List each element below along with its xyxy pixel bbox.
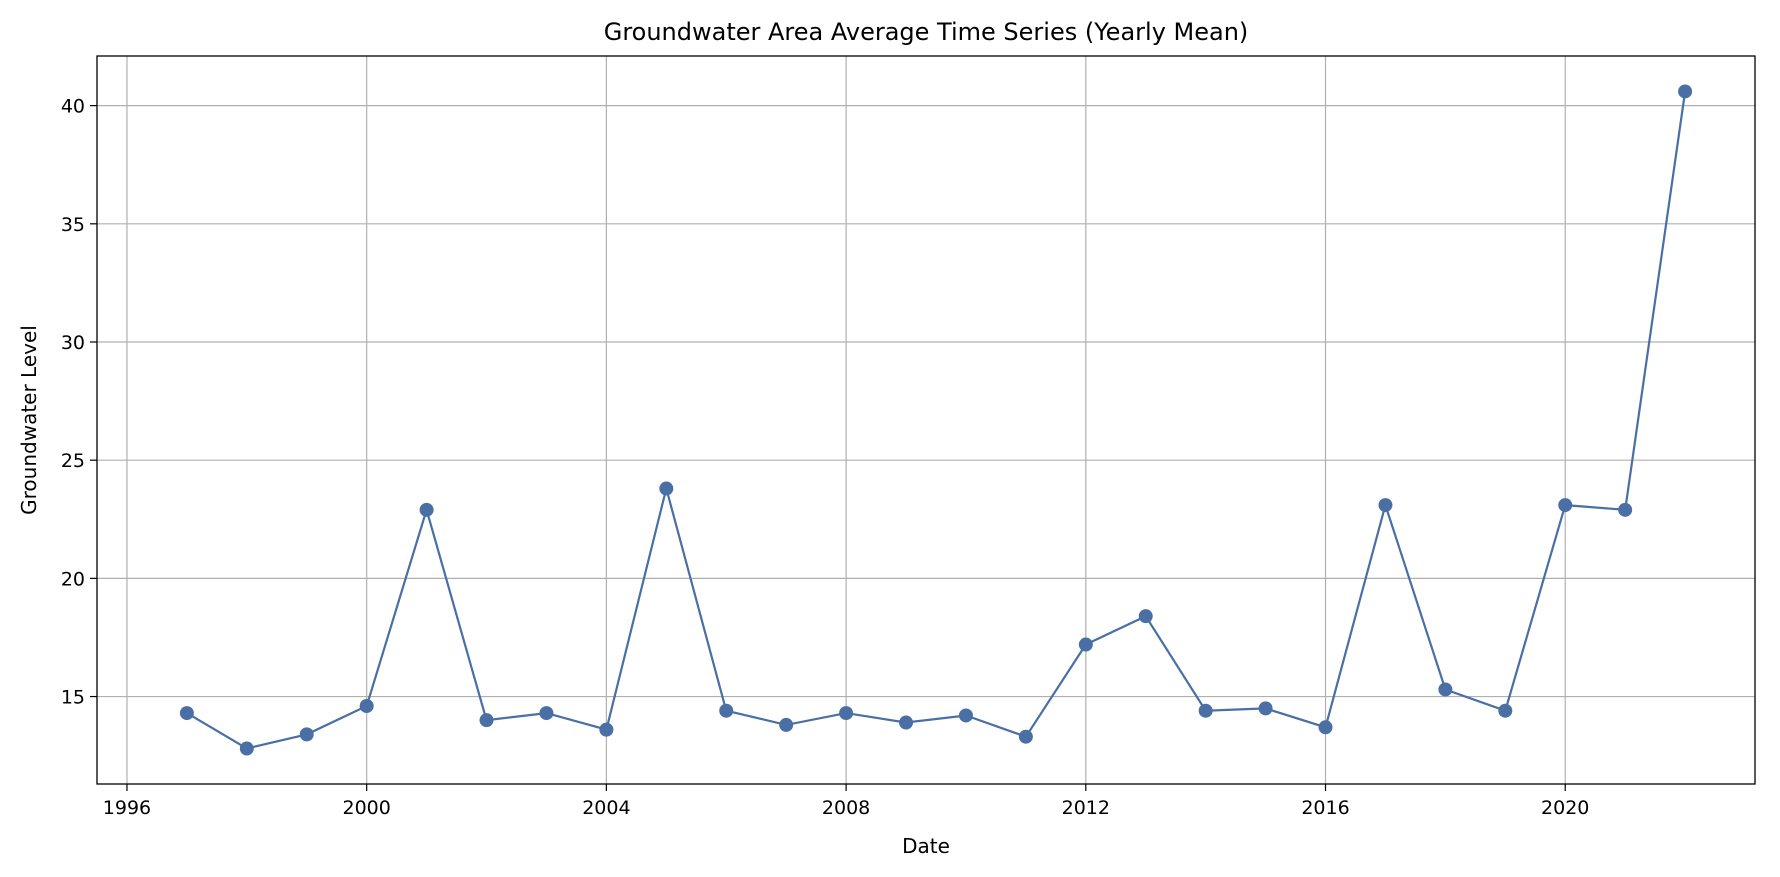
data-point	[359, 699, 374, 713]
data-point	[659, 481, 674, 496]
y-tick-label: 35	[61, 214, 85, 236]
grid	[97, 56, 1755, 784]
chart-title: Groundwater Area Average Time Series (Ye…	[604, 18, 1249, 46]
data-point	[239, 741, 254, 756]
data-point	[899, 715, 914, 730]
data-point	[719, 703, 734, 718]
data-point	[958, 708, 973, 723]
data-point	[1258, 701, 1273, 716]
series-layer	[179, 84, 1693, 756]
y-tick-label: 15	[61, 687, 85, 709]
series-line	[186, 91, 1687, 750]
y-axis: 15 20 25 30 35 40	[61, 96, 97, 709]
x-tick-label: 2016	[1301, 797, 1349, 819]
data-point	[1198, 703, 1213, 718]
data-point	[839, 706, 854, 721]
x-axis-label: Date	[902, 834, 950, 858]
x-tick-label: 2004	[582, 797, 630, 819]
y-tick-label: 25	[61, 450, 85, 472]
x-tick-label: 2008	[822, 797, 870, 819]
y-axis-label: Groundwater Level	[17, 325, 41, 515]
data-point	[1138, 609, 1153, 624]
data-point	[779, 717, 794, 732]
x-tick-label: 2020	[1541, 797, 1589, 819]
data-point	[1018, 729, 1033, 744]
x-tick-label: 1996	[103, 797, 151, 819]
data-point	[1618, 502, 1633, 517]
data-point	[419, 502, 434, 517]
x-tick-label: 2012	[1062, 797, 1110, 819]
data-point	[479, 713, 494, 728]
y-tick-label: 20	[61, 568, 85, 590]
data-point	[599, 722, 614, 737]
data-point	[1498, 703, 1513, 718]
data-point	[1318, 720, 1333, 735]
y-tick-label: 40	[61, 96, 85, 118]
x-tick-label: 2000	[342, 797, 390, 819]
data-point	[1558, 498, 1573, 513]
data-point	[179, 706, 194, 721]
data-point	[1438, 682, 1453, 697]
x-axis: 1996 2000 2004 2008 2012 2016 2020	[103, 784, 1589, 819]
plot-frame	[96, 55, 1756, 785]
data-point	[1678, 84, 1693, 99]
y-tick-label: 30	[61, 332, 85, 354]
data-point	[1078, 637, 1093, 652]
data-point	[299, 727, 314, 742]
data-point	[539, 706, 554, 721]
data-point	[1378, 498, 1393, 513]
